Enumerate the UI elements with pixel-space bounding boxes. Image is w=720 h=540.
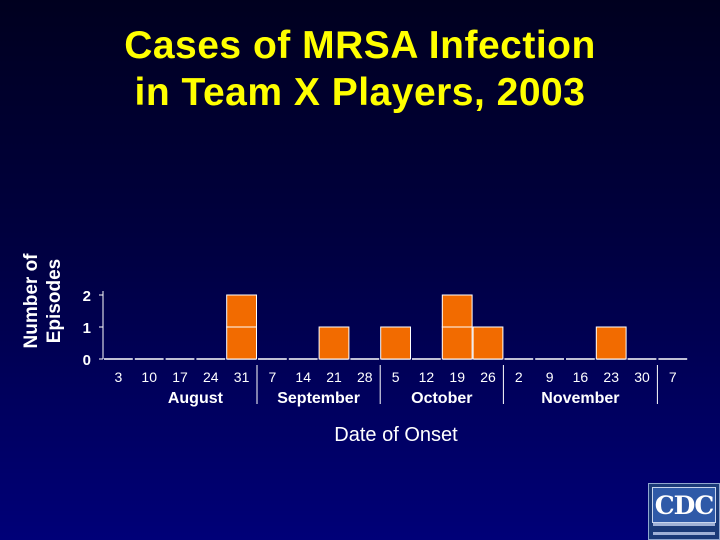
month-label: September	[277, 390, 360, 407]
x-tick-label: 9	[546, 369, 554, 385]
bar	[318, 326, 350, 360]
bar	[380, 326, 412, 360]
month-label: November	[541, 390, 619, 407]
x-tick-label: 31	[234, 369, 250, 385]
x-tick-label: 30	[634, 369, 650, 385]
cdc-logo-text: CDC	[654, 490, 714, 520]
x-tick-label: 7	[269, 369, 277, 385]
x-tick-label: 5	[392, 369, 400, 385]
bar	[226, 326, 257, 360]
x-tick-label: 2	[515, 369, 523, 385]
bar	[441, 326, 473, 360]
y-tick-label: 2	[83, 288, 91, 305]
y-tick-label: 1	[83, 320, 91, 337]
bar	[441, 294, 473, 328]
y-tick-label: 0	[83, 352, 91, 369]
x-tick-label: 26	[480, 369, 496, 385]
title-line-1: Cases of MRSA Infection	[124, 24, 596, 67]
x-tick-label: 10	[141, 369, 157, 385]
x-axis-label: Date of Onset	[334, 424, 458, 446]
x-tick-label: 28	[357, 369, 373, 385]
month-label: August	[168, 390, 224, 407]
x-tick-label: 14	[295, 369, 311, 385]
x-tick-label: 7	[669, 369, 677, 385]
x-tick-label: 3	[115, 369, 123, 385]
x-tick-label: 19	[449, 369, 465, 385]
cdc-logo: CDC	[648, 483, 720, 540]
x-tick-label: 16	[573, 369, 589, 385]
bar	[226, 294, 257, 328]
x-tick-label: 17	[172, 369, 188, 385]
bar	[595, 326, 627, 360]
x-tick-label: 24	[203, 369, 219, 385]
month-label: October	[411, 390, 472, 407]
x-tick-label: 21	[326, 369, 342, 385]
bar	[472, 326, 504, 360]
chart-title: Cases of MRSA Infection in Team X Player…	[0, 22, 720, 116]
x-tick-label: 23	[603, 369, 619, 385]
title-line-2: in Team X Players, 2003	[134, 71, 586, 114]
x-tick-label: 12	[419, 369, 435, 385]
